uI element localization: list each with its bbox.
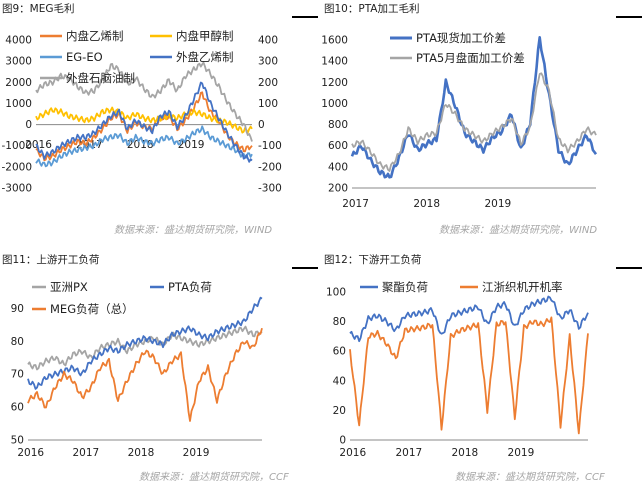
y-tick-label: 50 — [11, 435, 24, 447]
y-tick-label: 400 — [328, 161, 348, 173]
y-tick-label: -1000 — [1, 140, 32, 152]
y-tick-label: 0 — [25, 119, 32, 131]
series-line — [351, 72, 597, 172]
y-tick-label: 600 — [328, 140, 348, 152]
series-line — [35, 106, 253, 134]
source-note: 数据来源：盛达期货研究院，WIND — [439, 225, 598, 236]
title-rule — [292, 267, 318, 269]
y-tick-label: 60 — [11, 402, 24, 414]
y-tick-label: -3000 — [1, 183, 32, 195]
x-tick-label: 2019 — [484, 198, 511, 210]
series-line — [349, 316, 589, 435]
y-tick-label-right: 300 — [258, 56, 278, 68]
y-tick-label: 80 — [11, 336, 24, 348]
source-note: 数据来源：盛达期货研究院，CCF — [139, 472, 289, 483]
legend-label: 内盘乙烯制 — [66, 29, 124, 43]
x-tick-label: 2017 — [342, 198, 369, 210]
legend-label: MEG负荷（总） — [50, 302, 134, 316]
y-tick-label: 3000 — [5, 56, 32, 68]
legend-label: 江浙织机开机率 — [482, 280, 563, 294]
y-tick-label: 20 — [333, 405, 346, 417]
y-tick-label: 800 — [328, 119, 348, 131]
y-tick-label: 4000 — [5, 35, 32, 47]
y-tick-label-right: -200 — [258, 161, 282, 173]
y-tick-label: 200 — [328, 183, 348, 195]
y-tick-label: 60 — [333, 346, 346, 358]
y-tick-label: -2000 — [1, 161, 32, 173]
series-line — [35, 61, 253, 142]
y-tick-label: 1000 — [5, 98, 32, 110]
x-tick-label: 2019 — [508, 447, 535, 459]
source-note: 数据来源：盛达期货研究院，CCF — [455, 472, 605, 483]
series-line — [349, 295, 589, 343]
legend-label: 聚酯负荷 — [382, 280, 428, 294]
y-tick-label: 2000 — [5, 77, 32, 89]
series-line — [27, 296, 263, 390]
y-tick-label-right: 200 — [258, 77, 278, 89]
y-tick-label-right: 100 — [258, 98, 278, 110]
series-line — [27, 327, 263, 422]
legend-label: 外盘乙烯制 — [176, 50, 234, 64]
y-tick-label: 100 — [326, 287, 346, 299]
title-rule — [292, 16, 318, 18]
panel-title-downstream-load: 图12：下游开工负荷 — [324, 254, 422, 266]
x-tick-label: 2016 — [17, 447, 44, 459]
series-line — [35, 125, 253, 168]
panel-title-meg-margin: 图9：MEG毛利 — [2, 3, 75, 15]
y-tick-label: 70 — [11, 369, 24, 381]
legend-label: PTA负荷 — [168, 280, 212, 294]
x-tick-label: 2019 — [183, 447, 210, 459]
y-tick-label: 1000 — [321, 98, 348, 110]
legend-label: 外盘石脑油制 — [66, 71, 135, 85]
panel-title-upstream-load: 图11：上游开工负荷 — [2, 254, 100, 266]
legend-label: PTA现货加工价差 — [416, 31, 506, 45]
x-tick-label: 2017 — [395, 447, 422, 459]
title-rule — [616, 267, 642, 269]
x-tick-label: 2018 — [413, 198, 440, 210]
x-tick-label: 2018 — [452, 447, 479, 459]
x-tick-label: 2016 — [339, 447, 366, 459]
y-tick-label-right: -100 — [258, 140, 282, 152]
title-rule — [616, 16, 642, 18]
x-tick-label: 2017 — [72, 447, 99, 459]
x-tick-label: 2016 — [25, 139, 52, 151]
y-tick-label: 0 — [339, 435, 346, 447]
x-tick-label: 2018 — [128, 447, 155, 459]
y-tick-label: 1200 — [321, 77, 348, 89]
series-line — [35, 81, 253, 163]
y-tick-label-right: 0 — [258, 119, 265, 131]
y-tick-label-right: 400 — [258, 35, 278, 47]
legend-label: 内盘甲醇制 — [176, 29, 234, 43]
y-tick-label: 80 — [333, 316, 346, 328]
legend-label: 亚洲PX — [50, 280, 88, 294]
y-tick-label: 1600 — [321, 35, 348, 47]
y-tick-label: 40 — [333, 375, 346, 387]
y-tick-label-right: -300 — [258, 183, 282, 195]
source-note: 数据来源：盛达期货研究院，WIND — [114, 225, 273, 236]
y-tick-label: 90 — [11, 303, 24, 315]
legend-label: EG-EO — [66, 50, 103, 64]
y-tick-label: 1400 — [321, 56, 348, 68]
panel-title-pta-margin: 图10：PTA加工毛利 — [324, 3, 420, 15]
legend-label: PTA5月盘面加工价差 — [416, 51, 525, 65]
